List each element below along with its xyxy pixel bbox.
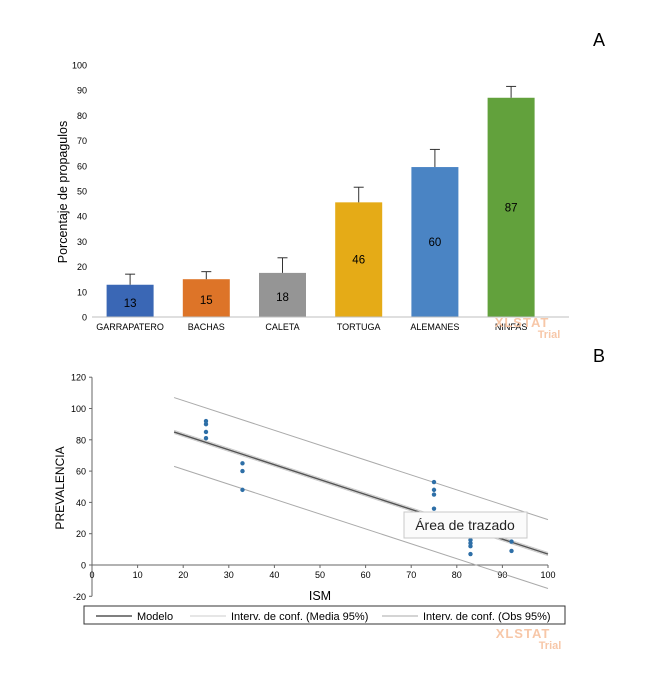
bar-value-label: 46 xyxy=(352,255,365,267)
y-tick-label: 20 xyxy=(76,529,86,539)
bar xyxy=(259,272,306,317)
scatter-point xyxy=(468,537,473,543)
scatter-point xyxy=(468,551,473,557)
panel-a-label: A xyxy=(593,30,605,50)
y-tick-label: 10 xyxy=(77,287,87,297)
y-tick-label: 80 xyxy=(76,435,86,445)
panel-b-points xyxy=(203,418,514,557)
panel-b-label: B xyxy=(593,346,605,366)
scatter-point xyxy=(431,492,437,497)
scatter-point xyxy=(240,468,245,474)
panel-b-y-axis-title: PREVALENCIA xyxy=(53,446,67,529)
y-tick-label: 0 xyxy=(82,313,87,323)
panel-a-bar-chart: A Porcentaje de propagulos 0 10 20 30 40 50 60… xyxy=(56,30,605,341)
x-tick-label: 70 xyxy=(406,570,416,580)
x-tick-label: ALEMANES xyxy=(410,322,459,332)
scatter-point xyxy=(431,487,437,493)
x-tick-label: NINFAS xyxy=(495,322,528,332)
tooltip-text: Área de trazado xyxy=(415,517,515,533)
panel-b-scatter-chart: B PREVALENCIA ISM -20 0 20 40 60 80 100 120 0 10 2… xyxy=(53,346,605,652)
bar-value-label: 13 xyxy=(124,298,137,310)
scatter-point xyxy=(468,544,473,549)
x-tick-label: 10 xyxy=(133,570,143,580)
panel-b-tooltip: Área de trazado xyxy=(403,511,528,539)
scatter-point xyxy=(431,506,437,511)
panel-a-x-labels: GARRAPATERO BACHAS CALETA TORTUGA ALEMANES NI… xyxy=(96,322,527,332)
y-tick-label: -20 xyxy=(73,592,86,602)
bar xyxy=(106,284,154,317)
tooltip-box xyxy=(403,511,528,539)
x-tick-label: 20 xyxy=(178,570,188,580)
scatter-point xyxy=(468,540,473,546)
panel-a-y-ticks: 0 10 20 30 40 50 60 70 80 90 100 xyxy=(72,61,87,323)
legend-label-modelo: Modelo xyxy=(137,611,173,623)
scatter-point xyxy=(203,436,209,441)
x-tick-label: 60 xyxy=(361,570,371,580)
conf-obs-upper-line xyxy=(173,397,549,521)
panel-b-x-axis-title: ISM xyxy=(309,589,331,603)
bar-value-label: 15 xyxy=(200,295,213,307)
x-tick-label: 90 xyxy=(497,570,507,580)
y-tick-label: 100 xyxy=(72,61,87,71)
y-tick-label: 30 xyxy=(77,237,87,247)
panel-b-watermark-line1: XLSTAT xyxy=(496,626,551,641)
x-tick-label: 0 xyxy=(89,570,94,580)
panel-b-watermark: XLSTAT Trial xyxy=(496,626,562,652)
scatter-point xyxy=(203,421,209,427)
panel-a-y-axis-title: Porcentaje de propagulos xyxy=(56,121,70,263)
y-tick-label: 40 xyxy=(76,498,86,508)
x-tick-label: TORTUGA xyxy=(337,322,381,332)
bar xyxy=(487,97,535,317)
scatter-point xyxy=(509,548,514,554)
legend-label-obs: Interv. de conf. (Obs 95%) xyxy=(423,611,551,623)
y-tick-label: 80 xyxy=(77,111,87,121)
bar-value-label: 18 xyxy=(276,292,289,304)
panel-a-bars: 13 15 18 46 60 87 xyxy=(106,85,535,317)
scatter-point xyxy=(203,418,209,424)
bar xyxy=(411,167,459,317)
y-tick-label: 90 xyxy=(77,86,87,96)
x-tick-label: 50 xyxy=(315,570,325,580)
y-tick-label: 20 xyxy=(77,262,87,272)
panel-b-axes: -20 0 20 40 60 80 100 120 0 10 20 30 40 50 60 70 80 90 100 xyxy=(71,373,556,602)
y-tick-label: 50 xyxy=(77,187,87,197)
y-tick-label: 70 xyxy=(77,136,87,146)
panel-b-watermark-line2: Trial xyxy=(539,640,562,652)
bar xyxy=(335,202,383,317)
x-tick-label: 30 xyxy=(224,570,234,580)
scatter-point xyxy=(240,487,245,493)
panel-a-watermark: XLSTAT Trial xyxy=(495,315,561,341)
x-tick-label: BACHAS xyxy=(188,322,225,332)
y-tick-label: 0 xyxy=(81,561,86,571)
y-tick-label: 100 xyxy=(71,404,86,414)
scatter-point xyxy=(240,461,245,466)
y-tick-label: 40 xyxy=(77,212,87,222)
x-tick-label: 100 xyxy=(540,570,555,580)
y-tick-label: 60 xyxy=(76,467,86,477)
bar-value-label: 60 xyxy=(429,237,442,249)
panel-b-legend: Modelo Interv. de conf. (Media 95%) Inte… xyxy=(83,605,566,625)
scatter-point xyxy=(431,479,437,485)
panel-a-watermark-line2: Trial xyxy=(538,329,561,341)
x-tick-label: 40 xyxy=(269,570,279,580)
y-tick-label: 60 xyxy=(77,161,87,171)
x-tick-label: 80 xyxy=(452,570,462,580)
panel-a-watermark-line1: XLSTAT xyxy=(495,315,550,330)
scatter-point xyxy=(509,539,514,544)
bar xyxy=(182,279,230,317)
y-tick-label: 120 xyxy=(71,373,86,383)
conf-obs-lower-line xyxy=(173,465,549,589)
x-tick-label: GARRAPATERO xyxy=(96,322,164,332)
legend-box xyxy=(83,605,566,625)
bar-value-label: 87 xyxy=(505,202,518,214)
scatter-point xyxy=(203,429,209,435)
legend-label-media: Interv. de conf. (Media 95%) xyxy=(231,611,368,623)
x-tick-label: CALETA xyxy=(265,322,299,332)
